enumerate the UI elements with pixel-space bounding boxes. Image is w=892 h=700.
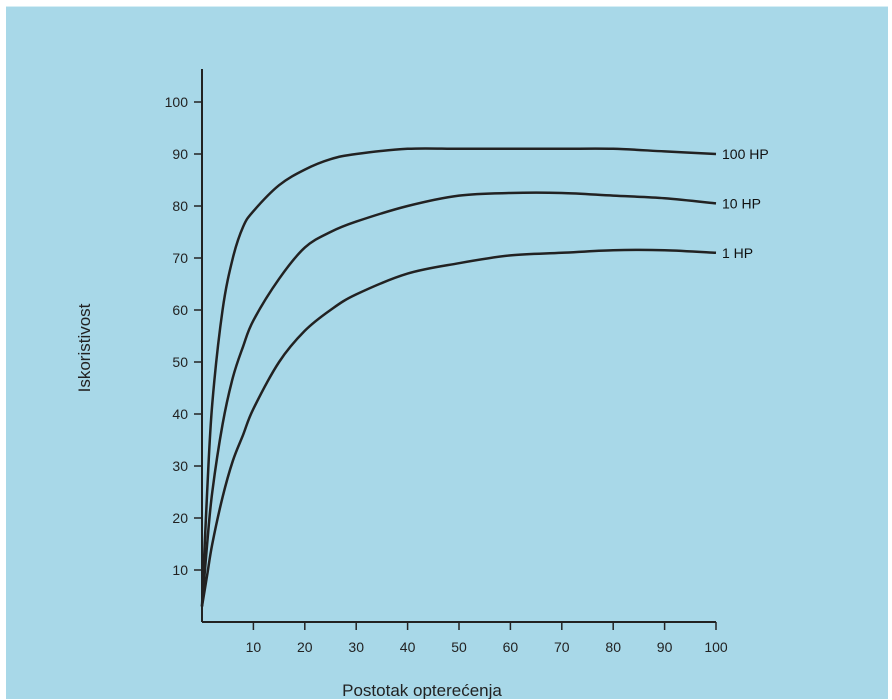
- series-line-2: [200, 248, 717, 607]
- x-tick-label: 90: [657, 639, 673, 655]
- series-label-1: 10 HP: [722, 195, 761, 211]
- x-tick-label: 100: [704, 639, 728, 655]
- x-tick-label: 80: [605, 639, 621, 655]
- y-tick-label: 20: [172, 510, 188, 526]
- y-tick-label: 60: [172, 302, 188, 318]
- series-line-0: [200, 147, 717, 607]
- series-label-2: 1 HP: [722, 245, 753, 261]
- series-lines: [200, 147, 717, 607]
- series-line-1: [200, 191, 717, 607]
- x-tick-label: 30: [348, 639, 364, 655]
- x-tick-label: 40: [400, 639, 416, 655]
- series-label-0: 100 HP: [722, 146, 769, 162]
- y-tick-label: 80: [172, 198, 188, 214]
- x-tick-label: 60: [503, 639, 519, 655]
- y-tick-label: 90: [172, 146, 188, 162]
- y-tick-label: 50: [172, 354, 188, 370]
- y-axis-title: Iskoristivost: [75, 303, 94, 392]
- efficiency-line-chart: 10 20 30 40 50 60 70 80 90 100 10 20 30 40 50 60 70 80 90…: [75, 69, 769, 699]
- x-tick-label: 70: [554, 639, 570, 655]
- x-axis-title: Postotak opterećenja: [342, 681, 502, 699]
- x-tick-label: 20: [297, 639, 313, 655]
- y-tick-label: 10: [172, 562, 188, 578]
- chart-background: 10 20 30 40 50 60 70 80 90 100 10 20 30 40 50 60 70 80 90…: [6, 6, 888, 699]
- y-tick-label: 100: [165, 94, 189, 110]
- series-labels: 100 HP 10 HP 1 HP: [722, 146, 769, 261]
- y-ticks: 10 20 30 40 50 60 70 80 90 100: [165, 94, 202, 578]
- x-tick-label: 10: [246, 639, 262, 655]
- x-ticks: 10 20 30 40 50 60 70 80 90 100: [246, 622, 728, 655]
- x-tick-label: 50: [451, 639, 467, 655]
- y-tick-label: 30: [172, 458, 188, 474]
- y-tick-label: 70: [172, 250, 188, 266]
- y-tick-label: 40: [172, 406, 188, 422]
- axes: [201, 69, 716, 623]
